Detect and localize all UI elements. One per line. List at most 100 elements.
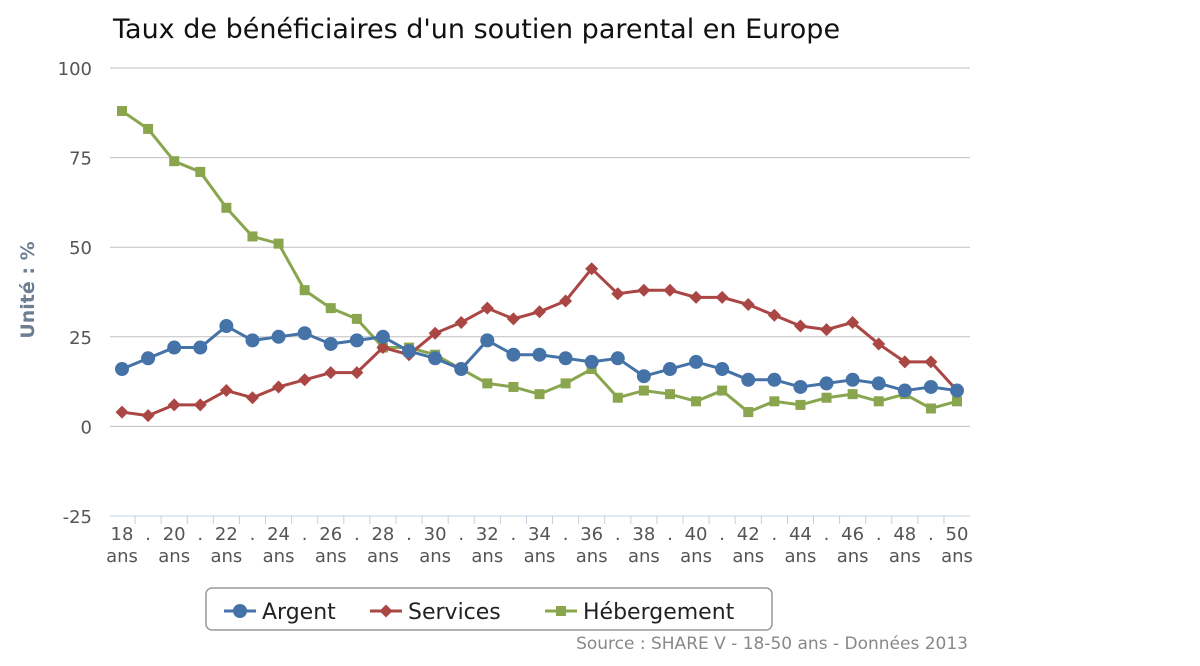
data-point <box>636 369 651 384</box>
x-tick-label: . <box>354 524 360 545</box>
data-point <box>585 262 599 276</box>
data-point <box>715 362 730 377</box>
x-tick-label: 36 ans <box>576 524 608 567</box>
data-point <box>769 396 780 407</box>
y-axis-label: Unité : % <box>17 241 39 338</box>
data-point <box>793 379 808 394</box>
data-point <box>195 166 206 177</box>
data-point <box>480 301 494 315</box>
data-point <box>871 376 886 391</box>
data-point <box>221 202 232 213</box>
x-tick-label: 20 ans <box>158 524 190 567</box>
x-tick-label: . <box>876 524 882 545</box>
data-point <box>454 315 468 329</box>
x-tick-label: 26 ans <box>315 524 347 567</box>
data-point <box>533 305 546 319</box>
legend-label: Argent <box>262 600 336 625</box>
legend-box <box>205 587 773 631</box>
legend[interactable]: Argent Services Hébergement <box>205 587 773 631</box>
data-point <box>924 355 938 369</box>
x-tick-label: . <box>667 524 673 545</box>
y-tick-label: -25 <box>63 507 92 528</box>
data-point <box>558 351 573 366</box>
data-point <box>846 315 860 329</box>
x-tick-label: 46 ans <box>837 524 869 567</box>
legend-marker <box>556 606 566 616</box>
y-tick-label: 100 <box>58 59 92 80</box>
x-axis-ticks: 18 ans. 20 ans. 22 ans. 24 ans. 26 ans. 28 ans. 30 an… <box>106 516 973 567</box>
data-point <box>117 106 127 117</box>
y-tick-label: 75 <box>69 149 92 170</box>
data-point <box>323 336 338 351</box>
data-point <box>324 366 338 380</box>
data-point <box>273 238 284 249</box>
data-point <box>610 351 625 366</box>
data-point <box>950 383 964 398</box>
data-point <box>821 392 832 403</box>
legend-item-argent[interactable]: Argent <box>224 600 336 625</box>
data-point <box>793 319 807 333</box>
legend-item-services[interactable]: Services <box>370 600 501 625</box>
data-point <box>402 344 417 359</box>
legend-label: Services <box>408 600 501 625</box>
data-point <box>428 326 442 340</box>
y-tick-label: 50 <box>69 238 92 259</box>
data-point <box>559 294 573 308</box>
y-axis-ticks: 100 75 50 25 0 -25 <box>58 59 92 528</box>
x-tick-label: 50 ans <box>941 524 973 567</box>
x-tick-label: . <box>511 524 517 545</box>
data-point <box>689 290 703 304</box>
data-point <box>637 283 651 297</box>
data-point <box>611 287 625 301</box>
data-point <box>480 333 495 348</box>
data-point <box>325 303 336 314</box>
data-point <box>115 405 129 419</box>
source-note: Source : SHARE V - 18-50 ans - Données 2… <box>576 634 968 654</box>
x-tick-label: 42 ans <box>732 524 764 567</box>
data-point <box>663 283 677 297</box>
legend-marker <box>233 604 247 618</box>
data-point <box>351 313 362 324</box>
x-tick-label: . <box>771 524 777 545</box>
data-point <box>299 285 310 296</box>
gridlines <box>110 67 970 517</box>
x-tick-label: . <box>302 524 308 545</box>
series-hébergement <box>117 106 962 418</box>
data-point <box>872 337 886 351</box>
x-tick-label: . <box>928 524 934 545</box>
x-tick-label: . <box>719 524 725 545</box>
x-tick-label: 18 ans <box>106 524 138 567</box>
data-point <box>349 333 364 348</box>
data-point <box>506 312 520 326</box>
data-point <box>743 407 754 418</box>
data-point <box>141 409 155 423</box>
data-point <box>428 351 443 366</box>
data-point <box>169 156 180 167</box>
data-point <box>454 362 469 377</box>
data-point <box>767 372 782 387</box>
data-point <box>715 290 729 304</box>
data-point <box>638 385 649 396</box>
data-point <box>193 340 208 355</box>
x-tick-label: . <box>615 524 621 545</box>
data-point <box>141 351 156 366</box>
x-tick-label: 44 ans <box>785 524 817 567</box>
data-point <box>612 392 623 403</box>
legend-item-hébergement[interactable]: Hébergement <box>545 600 735 625</box>
x-tick-label: 24 ans <box>263 524 295 567</box>
data-point <box>271 329 286 344</box>
data-point <box>847 389 858 400</box>
data-point <box>873 396 884 407</box>
data-point <box>350 366 364 380</box>
legend-label: Hébergement <box>583 600 735 625</box>
data-point <box>560 378 571 389</box>
x-tick-label: . <box>145 524 151 545</box>
data-point <box>143 123 154 134</box>
data-point <box>219 384 233 398</box>
data-point <box>506 347 521 362</box>
data-point <box>586 364 597 375</box>
data-point <box>375 329 390 344</box>
series-line <box>121 109 958 414</box>
data-point <box>952 396 962 407</box>
